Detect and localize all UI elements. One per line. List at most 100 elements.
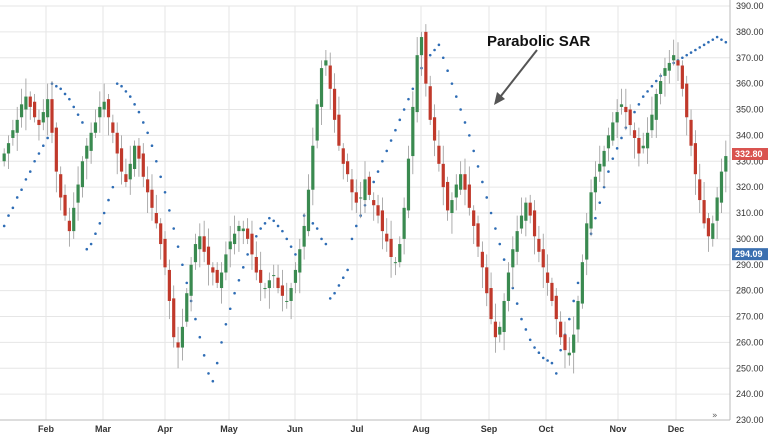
sar-dot: [233, 291, 236, 295]
candle-body: [350, 179, 354, 193]
candle-body: [389, 238, 393, 257]
sar-dot: [146, 131, 149, 135]
sar-dot: [33, 159, 36, 163]
sar-dot: [228, 307, 232, 311]
y-tick-label: 380.00: [736, 27, 764, 37]
sar-dot: [241, 266, 245, 269]
candle-body: [289, 288, 293, 301]
candle-body: [254, 256, 258, 273]
sar-dot: [485, 196, 489, 199]
sar-dot: [498, 242, 502, 246]
sar-dot: [711, 38, 715, 41]
candle-body: [193, 244, 198, 263]
annotation-arrow-head: [494, 92, 505, 105]
candle-body: [33, 101, 37, 118]
annotation-group: Parabolic SAR: [487, 33, 591, 105]
candle-body: [463, 174, 467, 190]
candle-body: [280, 285, 285, 296]
candle-body: [724, 156, 728, 172]
candle-body: [537, 238, 541, 252]
x-tick-label: Jun: [287, 424, 303, 434]
candle-body: [159, 223, 163, 245]
sar-dot: [385, 149, 389, 153]
sar-dot: [24, 178, 28, 181]
expand-icon[interactable]: »: [712, 411, 718, 421]
candle-body: [163, 238, 167, 268]
candle-body: [246, 228, 250, 239]
candle-body: [441, 163, 445, 188]
sar-dot: [85, 247, 89, 251]
candle-body: [563, 334, 567, 351]
sar-dot: [694, 48, 697, 52]
sar-dot: [55, 84, 58, 88]
candle-body: [424, 31, 428, 84]
sar-dot: [533, 346, 536, 349]
candle-body: [472, 210, 476, 226]
candle-body: [611, 122, 615, 141]
sar-dot: [328, 297, 332, 300]
sar-dot: [502, 258, 506, 261]
sar-dot: [537, 351, 541, 355]
candle-body: [198, 236, 202, 250]
candle-body: [50, 99, 54, 133]
sar-dot: [150, 144, 154, 148]
sar-dot: [576, 281, 580, 285]
candle-body: [272, 275, 276, 277]
sar-dot: [594, 216, 597, 220]
candle-body: [311, 145, 315, 190]
x-tick-label: Nov: [609, 424, 626, 434]
candle-body: [689, 119, 693, 146]
sar-dot: [394, 128, 397, 132]
candle-body: [189, 264, 193, 296]
candle-body: [146, 179, 150, 193]
candle-body: [359, 197, 363, 199]
sar-dot: [598, 201, 602, 204]
sar-dot: [237, 278, 241, 282]
candle-body: [98, 106, 102, 118]
y-tick-label: 330.00: [736, 156, 764, 166]
x-tick-label: May: [220, 424, 238, 434]
candle-body: [476, 223, 480, 247]
sar-dot: [107, 198, 110, 202]
candle-body: [154, 213, 158, 224]
sar-dot: [468, 134, 471, 137]
sar-dot: [702, 43, 706, 47]
candle-body: [250, 233, 254, 255]
sar-dot: [120, 84, 123, 88]
candle-body: [80, 161, 85, 188]
sar-dot: [15, 196, 19, 199]
candle-body: [111, 122, 115, 133]
sar-dot: [689, 51, 693, 54]
sar-dot: [272, 219, 276, 223]
sar-dot: [720, 38, 723, 41]
sar-dot: [707, 40, 710, 44]
sar-dot: [320, 237, 323, 241]
price-tag-label: 294.09: [735, 249, 763, 259]
sar-dot: [685, 53, 689, 57]
sar-dot: [28, 170, 32, 173]
candle-body: [459, 174, 463, 190]
sar-dot: [333, 291, 336, 295]
candle-body: [624, 106, 628, 113]
candle-body: [593, 176, 598, 193]
candle-body: [59, 174, 63, 198]
annotation-arrow-line: [496, 49, 538, 102]
sar-dot: [185, 281, 189, 285]
sar-dot: [7, 214, 10, 217]
candle-body: [650, 114, 654, 131]
candle-body: [659, 81, 663, 94]
y-tick-label: 340.00: [736, 130, 764, 140]
sar-dot: [268, 216, 271, 220]
candle-body: [406, 158, 411, 211]
sar-dot: [402, 108, 406, 111]
candle-body: [380, 210, 384, 232]
candle-body: [663, 68, 667, 76]
sar-dot: [255, 234, 258, 238]
candle-body: [128, 163, 132, 180]
sar-dot: [559, 348, 562, 352]
x-tick-label: Oct: [538, 424, 553, 434]
candle-body: [445, 181, 450, 211]
candle-body: [515, 231, 519, 252]
sar-dot: [141, 121, 145, 124]
candle-body: [85, 145, 89, 159]
